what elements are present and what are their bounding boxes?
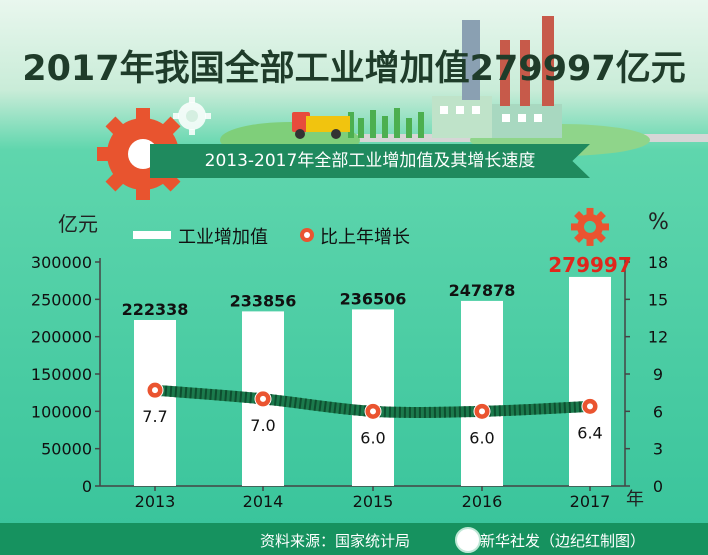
growth-marker-center — [152, 387, 158, 394]
growth-marker-center — [260, 395, 266, 402]
growth-value-label: 6.0 — [469, 428, 494, 447]
growth-line-hatch — [154, 384, 591, 418]
left-axis-unit: 亿元 — [58, 212, 98, 236]
y-left-tick-label: 0 — [82, 477, 92, 496]
factory-building — [432, 16, 562, 138]
growth-value-label: 7.0 — [250, 416, 275, 435]
y-left-tick-label: 150000 — [31, 365, 92, 384]
bar-value-label: 236506 — [340, 289, 407, 308]
y-left-tick-label: 100000 — [31, 402, 92, 421]
footer-bar — [0, 523, 708, 555]
growth-marker-center — [370, 408, 376, 415]
legend-line-label: 比上年增长 — [320, 227, 410, 248]
bar-value-label: 247878 — [449, 281, 516, 300]
y-left-tick-label: 50000 — [41, 440, 92, 459]
subtitle-ribbon — [150, 144, 590, 178]
trees — [348, 108, 424, 138]
y-left-tick-label: 250000 — [31, 290, 92, 309]
right-axis-unit: % — [648, 210, 669, 235]
truck-icon — [292, 112, 350, 139]
growth-value-label: 7.7 — [142, 407, 167, 426]
y-left-tick-label: 200000 — [31, 328, 92, 347]
page-title: 2017年我国全部工业增加值279997亿元 — [22, 49, 686, 89]
bar-value-label: 233856 — [230, 291, 297, 310]
growth-value-label: 6.4 — [577, 423, 602, 442]
x-tick-label: 2015 — [353, 492, 394, 511]
bar — [461, 300, 503, 486]
bar-value-label: 222338 — [122, 300, 189, 319]
credit-text: 新华社发（边纪红制图） — [480, 532, 646, 550]
bar — [569, 276, 611, 486]
xinhua-logo-icon — [455, 527, 481, 553]
growth-marker-center — [479, 408, 485, 415]
bar-value-label: 279997 — [548, 253, 632, 277]
y-right-tick-label: 12 — [648, 328, 668, 347]
x-axis-unit: 年 — [626, 489, 644, 510]
bar — [352, 309, 394, 486]
y-right-tick-label: 9 — [653, 365, 663, 384]
subtitle: 2013-2017年全部工业增加值及其增长速度 — [204, 151, 536, 171]
x-tick-label: 2017 — [570, 492, 611, 511]
x-tick-label: 2014 — [243, 492, 284, 511]
legend-bar-swatch — [133, 231, 171, 239]
gear-icon — [173, 97, 211, 135]
growth-marker-center — [587, 403, 593, 410]
source-text: 资料来源：国家统计局 — [260, 532, 411, 550]
y-right-tick-label: 15 — [648, 290, 668, 309]
y-left-tick-label: 300000 — [31, 253, 92, 272]
gear-icon — [571, 207, 609, 246]
y-right-tick-label: 18 — [648, 253, 668, 272]
y-right-tick-label: 0 — [653, 477, 663, 496]
y-right-tick-label: 3 — [653, 440, 663, 459]
legend-bar-label: 工业增加值 — [178, 227, 268, 248]
y-right-tick-label: 6 — [653, 402, 663, 421]
growth-value-label: 6.0 — [360, 428, 385, 447]
legend-marker-swatch — [300, 228, 314, 242]
x-tick-label: 2016 — [462, 492, 503, 511]
bar — [134, 319, 176, 486]
x-tick-label: 2013 — [135, 492, 176, 511]
